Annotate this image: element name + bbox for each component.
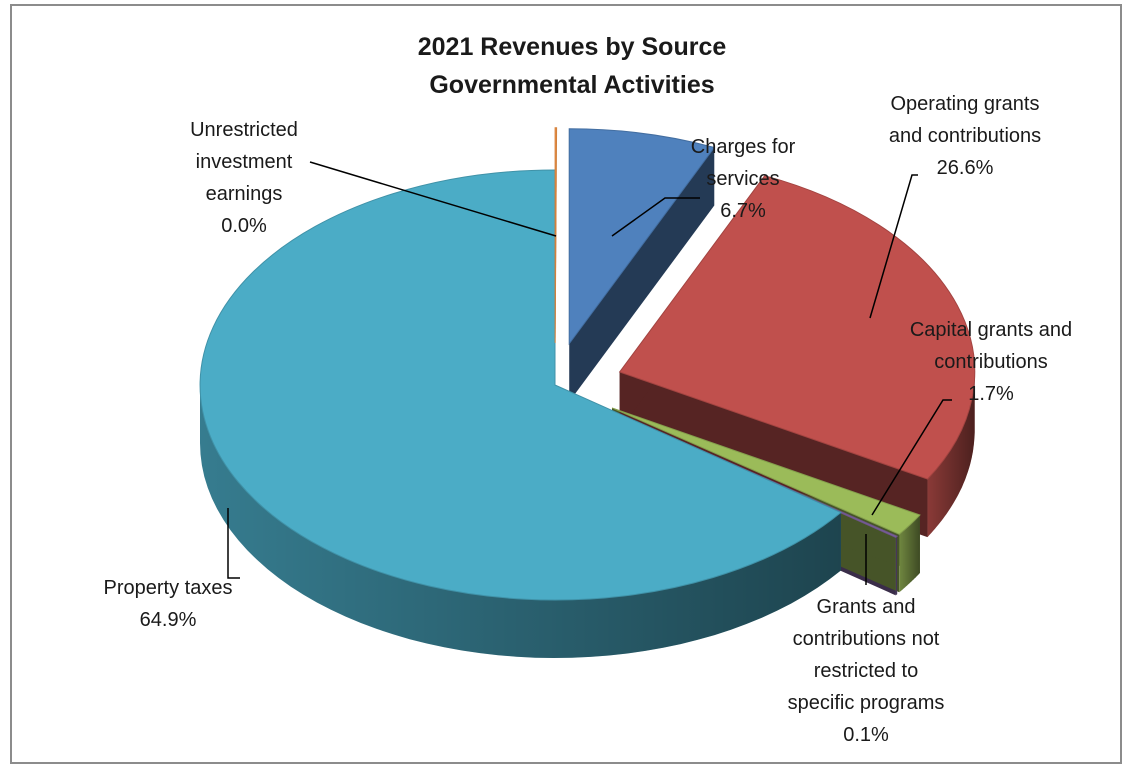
slice-label-line: contributions: [934, 351, 1047, 373]
pie-slice-operating-grants-and-contributions: [618, 175, 976, 480]
chart-subtitle: Governmental Activities: [429, 71, 714, 99]
slice-label-property-taxes: Property taxes 64.9%: [104, 577, 233, 631]
slice-label-line: 0.1%: [843, 724, 889, 746]
pie-side-shade-grants-and-contributions-not-restricted-to-specific-programs: [895, 536, 898, 596]
slice-label-line: and contributions: [889, 125, 1041, 147]
pie-slice-property-taxes: [199, 169, 842, 601]
slice-label-line: Property taxes: [104, 577, 233, 599]
leader-line-property-taxes: [227, 508, 240, 579]
slice-label-line: 26.6%: [937, 157, 994, 179]
slice-label-line: investment: [196, 151, 293, 173]
slice-label-line: earnings: [206, 183, 283, 205]
slice-label-line: services: [706, 168, 779, 190]
slice-label-charges-for-services: Charges for services 6.7%: [691, 136, 796, 222]
slice-label-line: Charges for: [691, 136, 796, 158]
pie-wall-charges-for-services-1: [569, 147, 715, 402]
slice-label-line: 0.0%: [221, 215, 267, 237]
slice-label-operating-grants-and-contributions: Operating grants and contributions 26.6%: [889, 93, 1041, 179]
slice-label-line: restricted to: [814, 660, 918, 682]
slice-label-grants-and-contributions-not-restricted-to-specific-programs: Grants and contributions not restricted to…: [788, 596, 945, 746]
pie-slice-charges-for-services: [568, 128, 716, 346]
pie-side-shade-property-taxes: [200, 385, 841, 658]
leader-line-charges-for-services: [611, 197, 700, 237]
pie-slice-capital-grants-and-contributions: [611, 407, 921, 535]
leader-line-capital-grants-and-contributions: [871, 399, 952, 516]
pie-side-shade-capital-grants-and-contributions: [899, 515, 920, 593]
slice-label-line: 64.9%: [140, 609, 197, 631]
slice-label-line: specific programs: [788, 692, 945, 714]
slice-label-line: Unrestricted: [190, 119, 298, 141]
slice-label-unrestricted-investment-earnings: Unrestricted investment earnings 0.0%: [190, 119, 298, 237]
slice-label-line: Capital grants and: [910, 319, 1072, 341]
pie-side-shade-operating-grants-and-contributions: [927, 372, 975, 538]
chart-title: 2021 Revenues by Source: [418, 33, 727, 61]
slice-label-capital-grants-and-contributions: Capital grants and contributions 1.7%: [910, 319, 1072, 405]
slice-label-line: 1.7%: [968, 383, 1014, 405]
slice-label-line: Operating grants: [891, 93, 1040, 115]
leader-line-unrestricted-investment-earnings: [309, 161, 557, 237]
slice-label-line: Grants and: [817, 596, 916, 618]
slice-label-line: 6.7%: [720, 200, 766, 222]
leader-line-operating-grants-and-contributions: [869, 174, 918, 319]
slice-label-line: contributions not: [793, 628, 940, 650]
